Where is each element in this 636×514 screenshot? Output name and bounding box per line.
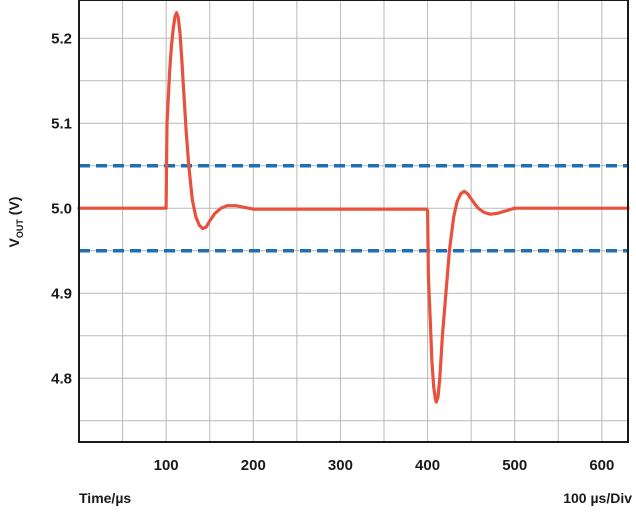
y-tick-label: 5.1 — [51, 115, 72, 132]
series-line — [77, 11, 630, 404]
y-axis-title-main: V — [6, 237, 22, 247]
y-tick-label: 4.8 — [51, 370, 72, 387]
y-tick-label: 5.0 — [51, 200, 72, 217]
y-tick-labels: 5.2 5.1 5.0 4.9 4.8 — [51, 30, 72, 387]
x-tick-label: 400 — [415, 457, 440, 474]
x-tick-label: 100 — [154, 457, 179, 474]
x-tick-label: 300 — [328, 457, 353, 474]
threshold-lines — [79, 164, 628, 253]
time-scale-note: 100 µs/Div — [563, 490, 632, 506]
plot-background — [79, 0, 628, 442]
x-tick-label: 600 — [589, 457, 614, 474]
x-tick-label: 500 — [502, 457, 527, 474]
x-axis-title: Time/µs — [79, 490, 131, 506]
y-tick-label: 4.9 — [51, 285, 72, 302]
y-axis-title: VOUT (V) — [6, 197, 25, 248]
x-tick-label: 200 — [241, 457, 266, 474]
series-layer — [77, 11, 630, 404]
x-tick-labels: 100 200 300 400 500 600 — [154, 457, 615, 474]
y-axis-title-unit: (V) — [6, 197, 22, 220]
y-axis-title-sub: OUT — [15, 219, 25, 239]
plot-frame — [78, 0, 629, 443]
y-tick-label: 5.2 — [51, 30, 72, 47]
